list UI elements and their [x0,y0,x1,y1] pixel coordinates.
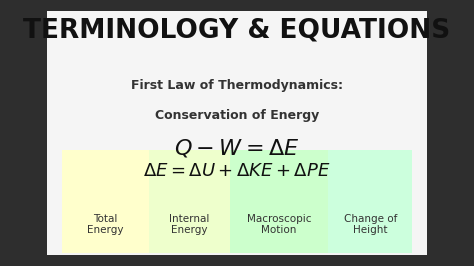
Text: Internal
Energy: Internal Energy [170,214,210,235]
Text: Change of
Height: Change of Height [344,214,397,235]
Text: Total
Energy: Total Energy [87,214,124,235]
Text: Macroscopic
Motion: Macroscopic Motion [247,214,311,235]
Text: $\Delta E = \Delta U + \Delta KE + \Delta PE$: $\Delta E = \Delta U + \Delta KE + \Delt… [143,162,331,180]
Text: TERMINOLOGY & EQUATIONS: TERMINOLOGY & EQUATIONS [23,18,451,44]
Text: $Q - W = \Delta E$: $Q - W = \Delta E$ [174,138,300,160]
Text: First Law of Thermodynamics:: First Law of Thermodynamics: [131,79,343,92]
Bar [149,150,230,253]
Bar [328,150,412,253]
Bar [230,150,328,253]
Text: Conservation of Energy: Conservation of Energy [155,109,319,122]
Bar [62,150,149,253]
